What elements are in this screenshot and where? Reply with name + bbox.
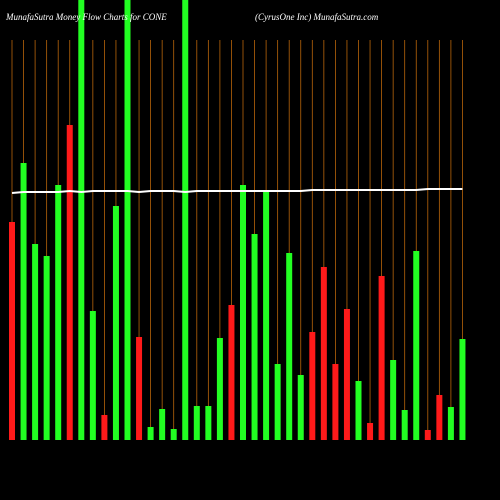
money-flow-line bbox=[11, 188, 463, 194]
bar bbox=[9, 222, 15, 440]
bar bbox=[101, 415, 108, 440]
bar bbox=[136, 337, 143, 440]
bar bbox=[112, 206, 119, 440]
bar bbox=[274, 364, 281, 440]
bar bbox=[413, 251, 420, 440]
bar bbox=[32, 244, 39, 440]
bar bbox=[216, 338, 223, 440]
bar bbox=[124, 0, 131, 440]
chart-subtitle: (CyrusOne Inc) MunafaSutra.com bbox=[255, 12, 379, 22]
bar bbox=[332, 364, 339, 440]
bar bbox=[355, 381, 362, 440]
bar bbox=[263, 190, 270, 440]
bar bbox=[182, 0, 189, 440]
bar bbox=[367, 423, 374, 440]
bar bbox=[401, 410, 408, 440]
bar bbox=[78, 0, 85, 440]
bar bbox=[240, 185, 246, 440]
bar bbox=[43, 256, 50, 440]
bar bbox=[424, 430, 431, 440]
bar bbox=[447, 407, 454, 440]
bar bbox=[436, 395, 443, 440]
bar bbox=[251, 234, 258, 440]
bar bbox=[343, 309, 350, 440]
bar bbox=[193, 406, 200, 440]
bar bbox=[320, 267, 327, 440]
bar bbox=[66, 125, 73, 440]
bar bbox=[309, 332, 316, 440]
bar bbox=[170, 429, 177, 440]
bar bbox=[459, 339, 466, 440]
bar bbox=[228, 305, 235, 440]
bar bbox=[147, 427, 154, 440]
bar bbox=[20, 163, 27, 440]
bar bbox=[55, 185, 62, 440]
bar bbox=[378, 276, 385, 440]
bar bbox=[159, 409, 166, 440]
bar bbox=[297, 375, 304, 440]
chart-title: MunafaSutra Money Flow Charts for CONE bbox=[5, 12, 167, 22]
bar bbox=[390, 360, 397, 440]
bar bbox=[286, 253, 293, 440]
bar bbox=[89, 311, 96, 440]
bar bbox=[205, 406, 212, 440]
